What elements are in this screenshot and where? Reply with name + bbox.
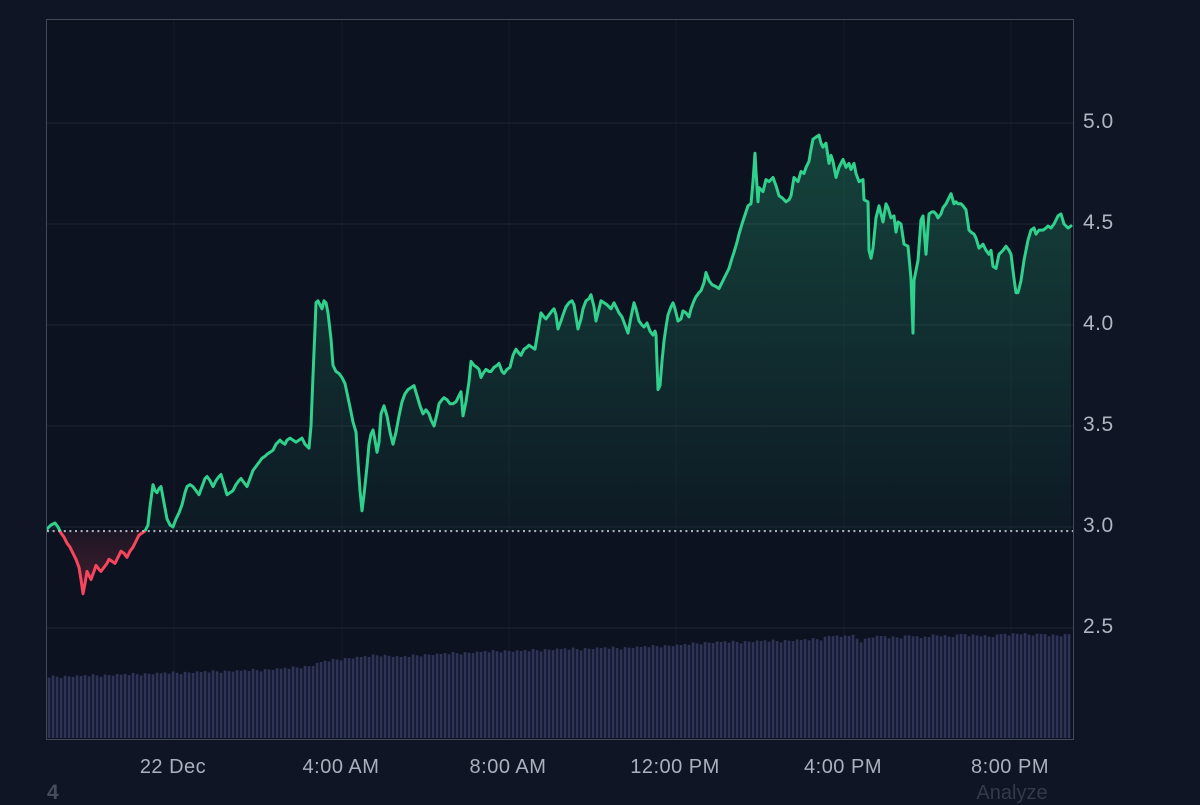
timeframe-indicator[interactable]: 4: [47, 781, 59, 804]
analyze-button[interactable]: Analyze: [976, 782, 1048, 804]
price-axis[interactable]: 5.0 4.5 4.0 3.5 3.0 2.5: [1074, 0, 1200, 738]
price-chart-canvas[interactable]: [47, 20, 1073, 739]
price-axis-label: 5.0: [1083, 110, 1114, 133]
time-axis-label: 8:00 AM: [469, 756, 547, 778]
price-line-up: [47, 133, 1073, 532]
price-axis-label: 4.5: [1083, 211, 1114, 234]
time-axis-label: 4:00 PM: [804, 756, 882, 778]
time-axis[interactable]: 22 Dec 4:00 AM 8:00 AM 12:00 PM 4:00 PM 8:00 …: [0, 739, 1200, 800]
price-axis-label: 3.5: [1083, 413, 1114, 436]
price-chart-plot[interactable]: [46, 19, 1074, 740]
area-above-baseline: [47, 135, 1071, 532]
price-axis-label: 3.0: [1083, 514, 1114, 537]
time-axis-label: 22 Dec: [139, 756, 207, 778]
time-axis-label: 12:00 PM: [630, 756, 720, 778]
volume-bars: [47, 633, 1071, 738]
price-axis-label: 4.0: [1083, 312, 1114, 335]
price-axis-label: 2.5: [1083, 615, 1114, 638]
time-axis-label: 4:00 AM: [302, 756, 380, 778]
time-axis-label: 8:00 PM: [971, 756, 1049, 778]
